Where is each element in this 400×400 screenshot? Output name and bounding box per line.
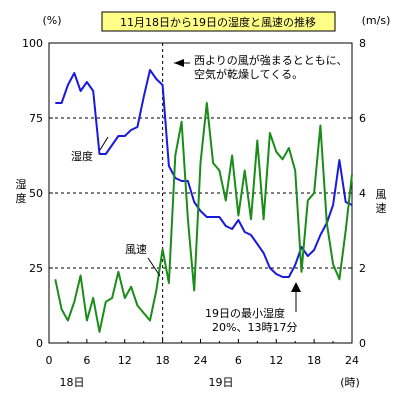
right-unit-label: (m/s) xyxy=(362,14,391,27)
left-tick-label: 75 xyxy=(29,112,43,125)
right-axis-title-char: 速 xyxy=(376,202,387,215)
left-tick-label: 100 xyxy=(22,37,43,50)
annotation-wind-line1: 西よりの風が強まるとともに、 xyxy=(194,53,347,67)
x-tick-label: 18 xyxy=(156,354,170,367)
left-tick-label: 50 xyxy=(29,187,43,200)
right-axis-title-char: 風 xyxy=(376,188,387,201)
x-tick-label: 12 xyxy=(118,354,132,367)
x-tick-label: 6 xyxy=(235,354,242,367)
day-label-18: 18日 xyxy=(60,376,85,389)
x-tick-label: 18 xyxy=(307,354,321,367)
humidity-series-line xyxy=(55,69,353,278)
x-tick-label: 24 xyxy=(194,354,208,367)
humidity-series-label: 湿度 xyxy=(71,149,93,163)
left-axis-title: 湿度 xyxy=(16,178,27,205)
right-tick-label: 0 xyxy=(359,337,366,350)
right-tick-label: 4 xyxy=(359,187,366,200)
x-tick-label: 0 xyxy=(46,354,53,367)
annotation-min-line1: 19日の最小湿度 xyxy=(205,306,285,320)
right-tick-label: 2 xyxy=(359,262,366,275)
min-humidity-arrow xyxy=(291,282,301,292)
right-axis-title: 風速 xyxy=(376,188,387,215)
x-unit-label: (時) xyxy=(340,376,360,389)
left-tick-label: 0 xyxy=(36,337,43,350)
annotation-wind-line2: 空気が乾燥してくる。 xyxy=(194,67,303,81)
chart-title-box xyxy=(101,11,336,32)
left-axis-title-char: 度 xyxy=(16,191,27,205)
wind-series-label: 風速 xyxy=(125,243,147,256)
left-unit-label: (%) xyxy=(42,14,61,27)
day-label-19: 19日 xyxy=(209,376,234,389)
right-tick-label: 8 xyxy=(359,37,366,50)
x-tick-label: 12 xyxy=(269,354,283,367)
humidity-label-pointer xyxy=(99,136,109,151)
left-tick-label: 25 xyxy=(29,262,43,275)
x-tick-label: 24 xyxy=(345,354,359,367)
annotation-arrow-left xyxy=(174,59,184,67)
right-tick-label: 6 xyxy=(359,112,366,125)
x-tick-label: 6 xyxy=(83,354,90,367)
chart-title: 11月18日から19日の湿度と風速の推移 xyxy=(120,15,316,29)
annotation-min-line2: 20%、13時17分 xyxy=(212,321,297,334)
wind-series-line xyxy=(54,102,353,333)
left-axis-title-char: 湿 xyxy=(16,178,27,191)
wind-label-pointer xyxy=(147,257,161,277)
